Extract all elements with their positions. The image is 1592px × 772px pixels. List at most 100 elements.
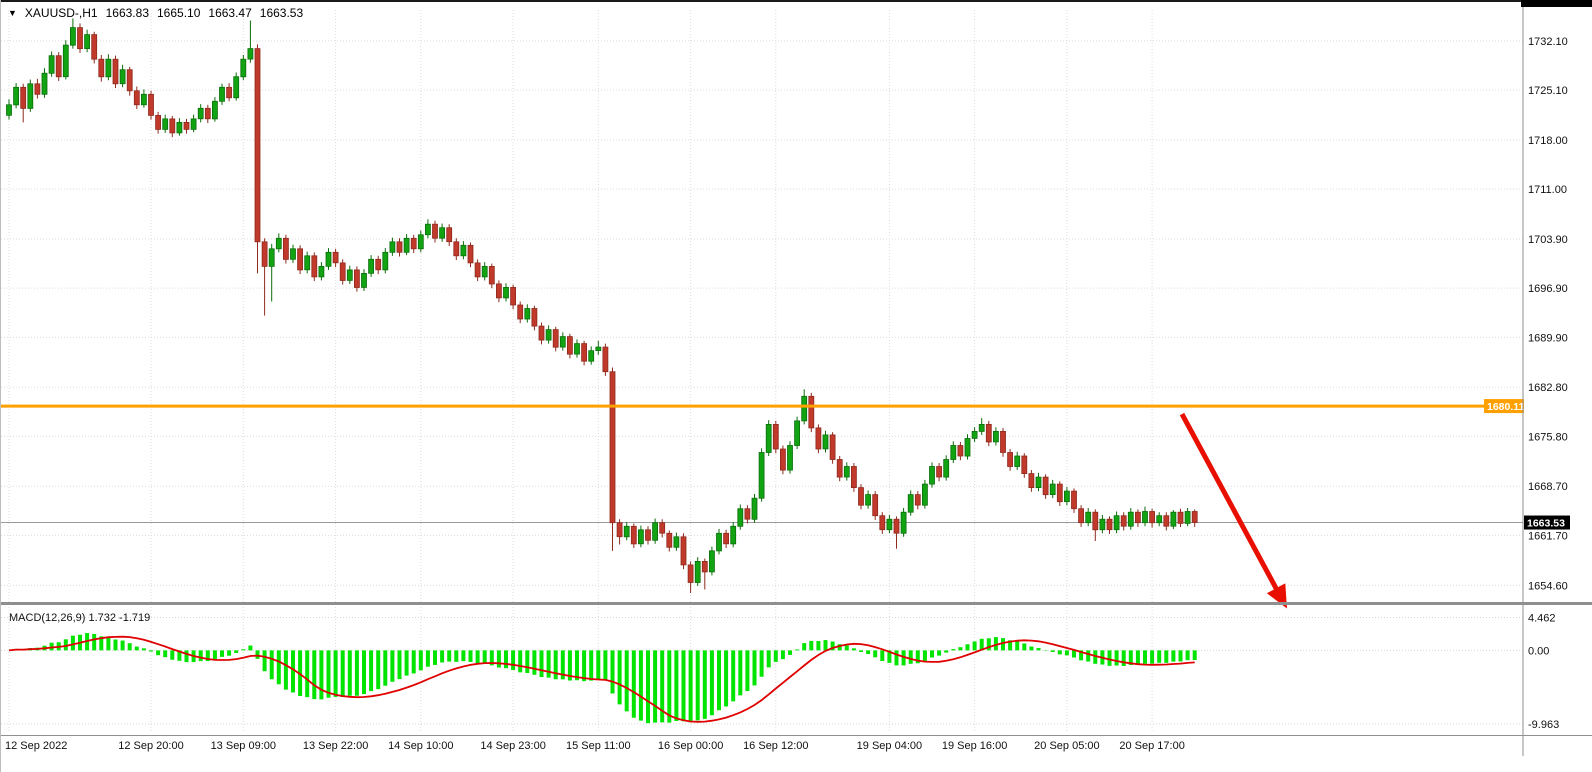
candle-body bbox=[311, 255, 318, 278]
price-axis-label: 1689.90 bbox=[1528, 332, 1568, 344]
ohlc-open-value: 1663.83 bbox=[105, 6, 149, 20]
candle-body bbox=[1120, 515, 1127, 527]
candle-body bbox=[914, 494, 921, 506]
candle-body bbox=[304, 255, 311, 271]
candle-body bbox=[765, 423, 772, 453]
candle-body bbox=[361, 272, 367, 288]
candle-body bbox=[77, 27, 83, 50]
candle-body bbox=[1000, 430, 1006, 453]
candle-body bbox=[907, 494, 914, 513]
candle-body bbox=[950, 445, 957, 460]
candle-body bbox=[1177, 511, 1184, 524]
candle-body bbox=[964, 438, 971, 457]
candle-body bbox=[6, 104, 12, 116]
candle-body bbox=[453, 241, 460, 257]
candle-body bbox=[403, 237, 410, 253]
candle-body bbox=[460, 244, 467, 257]
candle-body bbox=[701, 561, 708, 573]
time-axis-label: 13 Sep 22:00 bbox=[303, 740, 368, 752]
candle-body bbox=[787, 445, 793, 471]
window-top-border bbox=[1, 0, 1592, 2]
candle-body bbox=[659, 522, 666, 534]
candle-body bbox=[55, 55, 62, 78]
price-axis-label: 1668.70 bbox=[1528, 481, 1568, 493]
ohlc-low-value: 1663.47 bbox=[208, 6, 252, 20]
candle-body bbox=[616, 522, 623, 538]
candle-body bbox=[680, 536, 687, 566]
candle-body bbox=[723, 532, 729, 545]
candle-body bbox=[112, 58, 119, 85]
time-axis-label: 14 Sep 23:00 bbox=[480, 740, 545, 752]
macd-axis-label: 4.462 bbox=[1528, 612, 1556, 624]
candle-body bbox=[27, 83, 34, 109]
candle-body bbox=[424, 223, 431, 236]
candle-body bbox=[971, 430, 978, 439]
candle-body bbox=[936, 466, 942, 478]
candle-body bbox=[91, 34, 98, 60]
candle-body bbox=[282, 237, 289, 260]
candle-body bbox=[552, 329, 559, 348]
candle-body bbox=[297, 248, 304, 271]
candle-body bbox=[737, 508, 744, 527]
candle-body bbox=[446, 227, 453, 243]
macd-label: MACD(12,26,9) 1.732 -1.719 bbox=[9, 612, 150, 624]
price-axis-label: 1725.10 bbox=[1528, 85, 1568, 97]
candle-body bbox=[1071, 490, 1077, 510]
candle-body bbox=[957, 445, 964, 457]
pane-separator[interactable] bbox=[1, 602, 1592, 605]
candle-body bbox=[1092, 511, 1099, 531]
candle-body bbox=[247, 48, 254, 60]
candle-body bbox=[922, 483, 928, 506]
candle-body bbox=[879, 515, 886, 531]
candle-body bbox=[368, 258, 375, 274]
candle-body bbox=[588, 350, 595, 362]
price-axis-label: 1661.70 bbox=[1528, 530, 1568, 542]
candlesticks bbox=[6, 18, 1198, 593]
candle-body bbox=[84, 34, 90, 49]
candle-body bbox=[41, 72, 48, 95]
candle-body bbox=[1042, 476, 1049, 496]
candle-body bbox=[62, 44, 69, 78]
price-axis-label: 1696.90 bbox=[1528, 283, 1568, 295]
candle-body bbox=[467, 244, 474, 264]
arrow-annotation[interactable] bbox=[1179, 412, 1287, 609]
time-axis-label: 19 Sep 16:00 bbox=[942, 740, 1007, 752]
time-axis-label: 16 Sep 12:00 bbox=[743, 740, 808, 752]
candle-body bbox=[481, 265, 488, 278]
candle-body bbox=[836, 459, 843, 478]
candle-body bbox=[70, 27, 76, 46]
candle-body bbox=[602, 346, 609, 373]
current-price-tag-text: 1663.53 bbox=[1527, 518, 1565, 530]
time-axis-label: 19 Sep 04:00 bbox=[857, 740, 922, 752]
symbol-dropdown-icon[interactable]: ▼ bbox=[8, 8, 17, 18]
macd-signal-line bbox=[8, 635, 1195, 723]
candle-body bbox=[1191, 511, 1198, 523]
candle-body bbox=[1007, 452, 1013, 467]
current-price-tag bbox=[1524, 515, 1570, 530]
candle-body bbox=[148, 93, 154, 116]
candle-body bbox=[1163, 515, 1170, 527]
candle-body bbox=[396, 241, 403, 253]
candle-body bbox=[495, 283, 502, 299]
candle-body bbox=[1085, 511, 1092, 524]
candle-body bbox=[233, 76, 240, 99]
candle-body bbox=[567, 336, 573, 355]
time-axis-label: 15 Sep 11:00 bbox=[566, 740, 631, 752]
candle-body bbox=[389, 241, 396, 253]
candle-body bbox=[254, 48, 261, 243]
candle-body bbox=[751, 497, 758, 520]
candle-body bbox=[346, 269, 353, 281]
candle-body bbox=[772, 423, 779, 450]
candle-body bbox=[275, 237, 282, 250]
candle-body bbox=[865, 494, 871, 506]
axes: 1732.10 1725.10 1718.00 1711.00 1703.90 1696.… bbox=[1, 0, 1592, 756]
candle-body bbox=[929, 466, 935, 485]
candle-body bbox=[474, 262, 481, 278]
candle-body bbox=[510, 286, 517, 306]
candle-body bbox=[1156, 515, 1163, 524]
candle-body bbox=[574, 343, 580, 355]
candle-body bbox=[1028, 473, 1035, 489]
candle-body bbox=[559, 336, 566, 348]
